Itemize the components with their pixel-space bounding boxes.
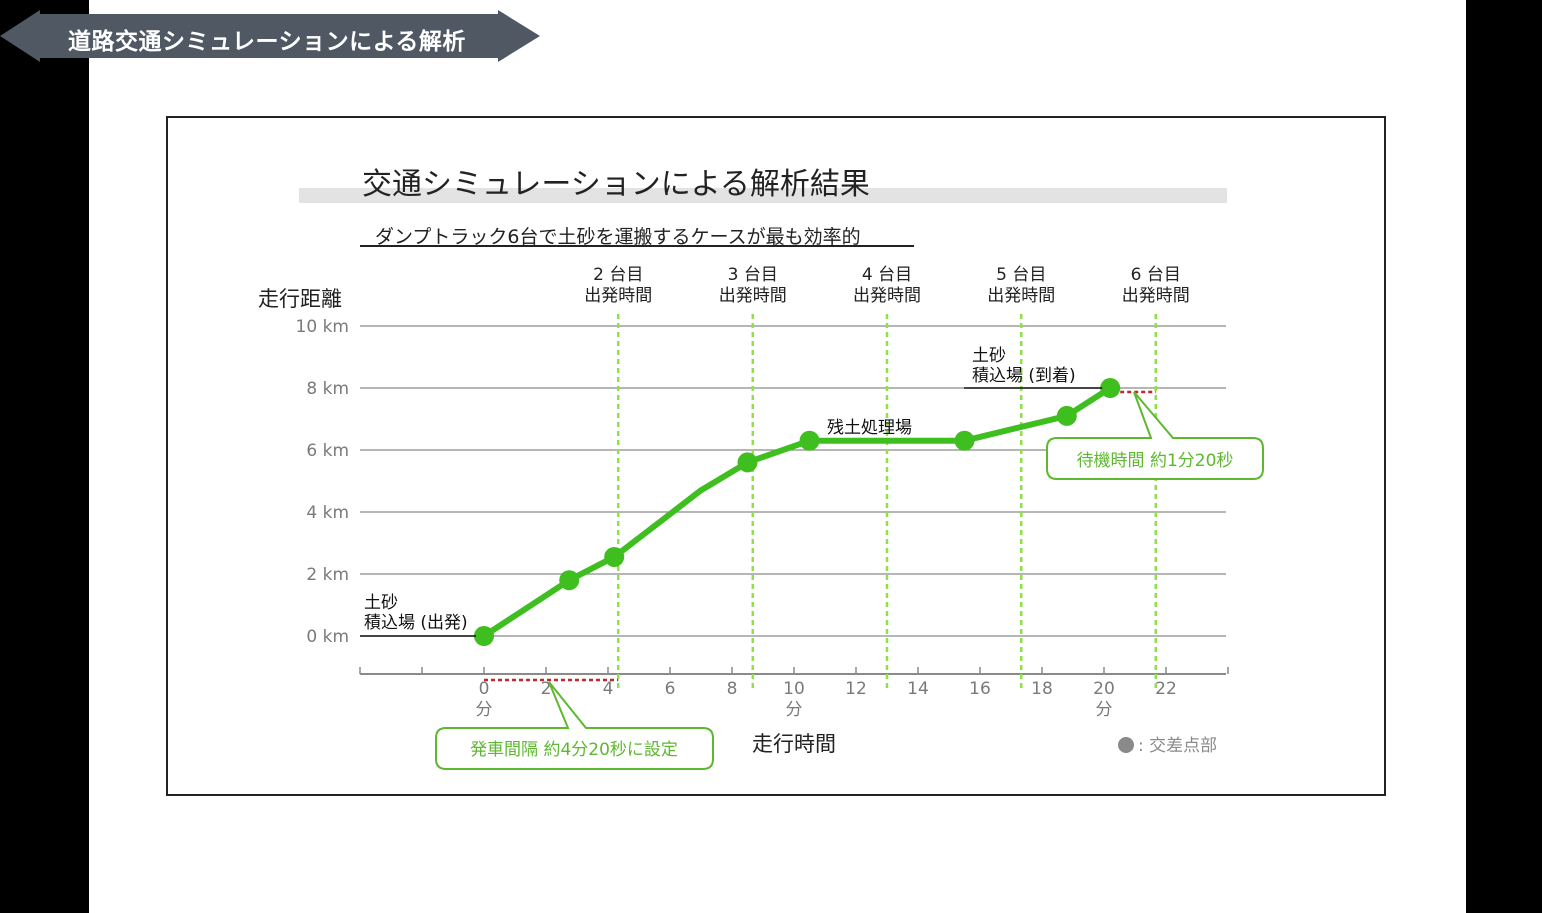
x-tick-label: 14 bbox=[907, 679, 929, 699]
disposal-label: 残土処理場 bbox=[827, 418, 912, 438]
x-tick-label: 18 bbox=[1031, 679, 1053, 699]
wait-callout-text: 待機時間 約1分20秒 bbox=[1077, 451, 1234, 471]
intersection-point bbox=[604, 546, 625, 567]
chart-title: 交通シミュレーションによる解析結果 bbox=[362, 167, 870, 202]
x-tick-unit: 分 bbox=[476, 700, 493, 720]
x-tick-label: 10 bbox=[783, 679, 805, 699]
x-tick-unit: 分 bbox=[1096, 700, 1113, 720]
y-tick-label: 6 km bbox=[306, 441, 349, 461]
x-tick-label: 22 bbox=[1155, 679, 1177, 699]
intersection-point bbox=[474, 626, 494, 646]
departure-label-time: 出発時間 bbox=[719, 286, 787, 306]
banner-title: 道路交通シミュレーションによる解析 bbox=[68, 29, 466, 55]
legend-symbol bbox=[1118, 737, 1134, 753]
x-tick-label: 6 bbox=[665, 679, 676, 699]
departure-label-order: 5 台目 bbox=[996, 265, 1046, 285]
x-tick-label: 16 bbox=[969, 679, 991, 699]
chart-subtitle: ダンプトラック6台で土砂を運搬するケースが最も効率的 bbox=[375, 226, 861, 248]
intersection-point bbox=[737, 452, 758, 473]
chart-frame: 交通シミュレーションによる解析結果 ダンプトラック6台で土砂を運搬するケースが最… bbox=[166, 116, 1386, 796]
end-label-line1: 土砂 bbox=[972, 346, 1006, 366]
intersection-point bbox=[954, 430, 975, 451]
y-tick-label: 8 km bbox=[306, 379, 349, 399]
x-tick-label: 4 bbox=[603, 679, 614, 699]
x-tick-label: 2 bbox=[541, 679, 552, 699]
legend-label: : 交差点部 bbox=[1138, 736, 1217, 756]
y-tick-label: 10 km bbox=[296, 317, 349, 337]
y-axis-title: 走行距離 bbox=[258, 287, 342, 311]
start-label-line1: 土砂 bbox=[364, 593, 398, 613]
end-label-line2: 積込場 (到着) bbox=[972, 366, 1076, 386]
x-tick-label: 0 bbox=[479, 679, 490, 699]
title-underline-band bbox=[299, 188, 1227, 203]
start-label-line2: 積込場 (出発) bbox=[364, 613, 468, 633]
chart-svg: 交通シミュレーションによる解析結果 ダンプトラック6台で土砂を運搬するケースが最… bbox=[258, 167, 1264, 770]
departure-label-time: 出発時間 bbox=[853, 286, 921, 306]
departure-label-time: 出発時間 bbox=[1122, 286, 1190, 306]
intersection-point bbox=[1100, 378, 1121, 398]
departure-label-order: 4 台目 bbox=[862, 265, 912, 285]
x-tick-label: 20 bbox=[1093, 679, 1115, 699]
y-tick-label: 0 km bbox=[306, 627, 349, 647]
departure-label-order: 3 台目 bbox=[728, 265, 778, 285]
departure-label-time: 出発時間 bbox=[987, 286, 1055, 306]
banner-arrow-shape bbox=[0, 10, 540, 62]
x-axis-title: 走行時間 bbox=[752, 732, 836, 756]
intersection-point bbox=[799, 430, 820, 451]
interval-callout-text: 発車間隔 約4分20秒に設定 bbox=[470, 740, 678, 760]
y-tick-label: 4 km bbox=[306, 503, 349, 523]
intersection-point bbox=[559, 570, 580, 591]
departure-label-order: 2 台目 bbox=[593, 265, 643, 285]
x-tick-label: 12 bbox=[845, 679, 867, 699]
title-banner: 道路交通シミュレーションによる解析 bbox=[0, 10, 542, 62]
x-tick-label: 8 bbox=[727, 679, 738, 699]
y-tick-label: 2 km bbox=[306, 565, 349, 585]
departure-label-time: 出発時間 bbox=[584, 286, 652, 306]
x-tick-unit: 分 bbox=[786, 700, 803, 720]
intersection-point bbox=[1056, 405, 1077, 426]
interval-callout-box bbox=[435, 681, 714, 770]
wait-callout-box bbox=[1046, 391, 1264, 480]
departure-label-order: 6 台目 bbox=[1131, 265, 1181, 285]
